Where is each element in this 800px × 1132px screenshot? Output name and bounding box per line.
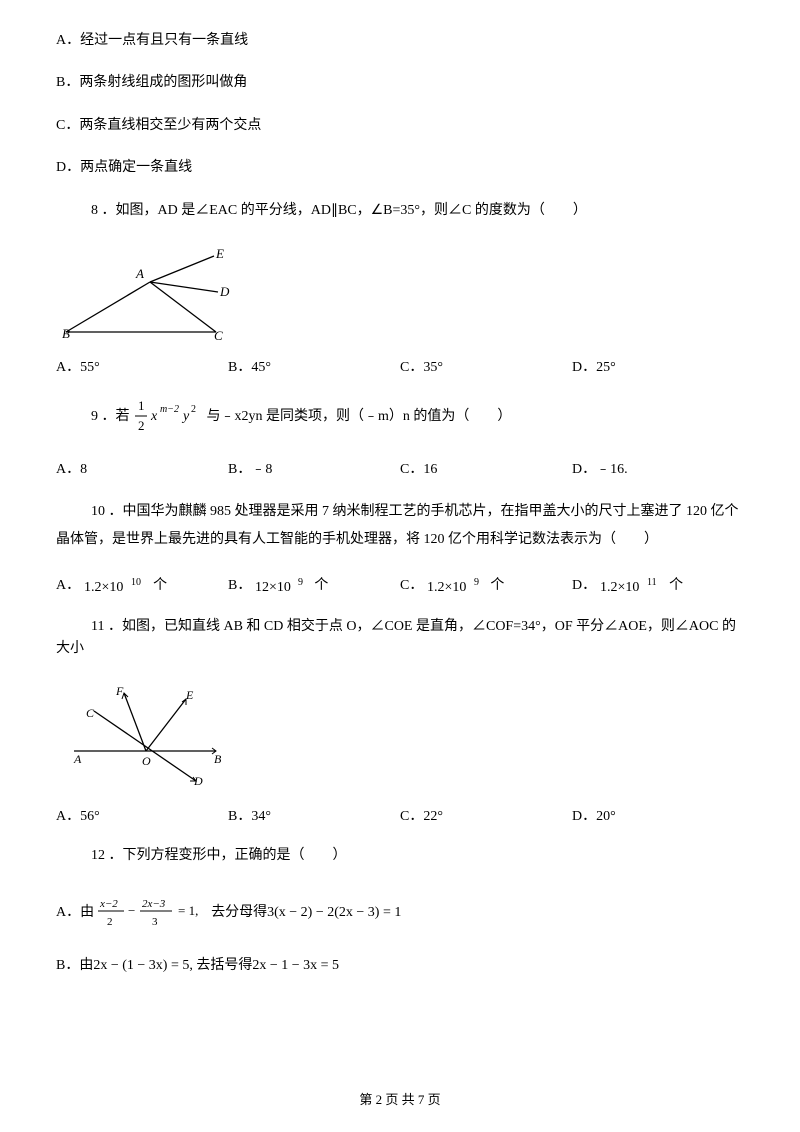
q10-d-val: 1.2×10 11 (600, 576, 666, 596)
svg-text:1.2×10: 1.2×10 (427, 580, 466, 595)
svg-text:11: 11 (647, 577, 657, 588)
svg-text:E: E (185, 688, 194, 702)
page-footer: 第 2 页 共 7 页 (0, 1089, 800, 1108)
q12a-mid: 去分母得 (211, 905, 267, 920)
svg-text:y: y (181, 409, 190, 424)
q12-opt-a: A．由 x−2 2 − 2x−3 3 = 1, 去分母得3(x − 2) − 2… (56, 895, 744, 931)
q10-opt-a: A． 1.2×1010 个 (56, 574, 228, 596)
q10-b-val: 12×10 9 (255, 576, 311, 596)
svg-text:9: 9 (474, 577, 479, 588)
svg-text:= 1,: = 1, (178, 903, 198, 918)
q8-figure: B C A D E (56, 242, 744, 342)
q12b-pre: B．由 (56, 958, 93, 973)
option-b: B．两条射线组成的图形叫做角 (56, 72, 744, 94)
q10-opt-d: D． 1.2×1011 个 (572, 574, 744, 596)
q8-opt-a: A．55° (56, 356, 228, 376)
q12b-eq1: 2x − (1 − 3x) = 5, (93, 958, 193, 973)
label-D: D (219, 284, 230, 299)
svg-text:B: B (214, 752, 222, 766)
q9-opt-b: B．﹣8 (228, 458, 400, 478)
q8-opt-b: B．45° (228, 356, 400, 376)
page-content: A．经过一点有且只有一条直线 B．两条射线组成的图形叫做角 C．两条直线相交至少… (0, 0, 800, 1047)
svg-text:D: D (193, 774, 203, 788)
q10-opt-c: C． 1.2×109 个 (400, 574, 572, 596)
q9-expr: 1 2 x m−2 y 2 (133, 396, 203, 438)
q12a-eq1: x−2 2 − 2x−3 3 = 1, (98, 895, 208, 931)
svg-text:A: A (73, 752, 82, 766)
svg-text:O: O (142, 754, 151, 768)
q12a-eq2: 3(x − 2) − 2(2x − 3) = 1 (267, 905, 401, 920)
svg-text:1.2×10: 1.2×10 (600, 580, 639, 595)
svg-text:C: C (86, 706, 95, 720)
svg-text:3: 3 (152, 916, 158, 928)
q8-opt-c: C．35° (400, 356, 572, 376)
q9-text: 9 ．若 1 2 x m−2 y 2 与﹣x2yn 是同类项，则（﹣m）n 的值… (56, 396, 744, 438)
svg-text:2x−3: 2x−3 (142, 898, 166, 910)
label-A: A (135, 266, 144, 281)
q11-opt-b: B．34° (228, 805, 400, 825)
option-d: D．两点确定一条直线 (56, 157, 744, 179)
q11-opt-a: A．56° (56, 805, 228, 825)
label-B: B (62, 326, 70, 341)
q9-options: A．8 B．﹣8 C．16 D．﹣16. (56, 458, 744, 478)
label-C: C (214, 328, 223, 342)
q12a-pre: A．由 (56, 905, 94, 920)
q8-opt-d: D．25° (572, 356, 744, 376)
q11-options: A．56° B．34° C．22° D．20° (56, 805, 744, 825)
q11-opt-c: C．22° (400, 805, 572, 825)
q8-options: A．55° B．45° C．35° D．25° (56, 356, 744, 376)
svg-text:F: F (115, 684, 124, 698)
q10-options: A． 1.2×1010 个 B． 12×109 个 C． 1.2×109 个 D… (56, 574, 744, 596)
svg-text:2: 2 (138, 418, 145, 433)
option-c: C．两条直线相交至少有两个交点 (56, 115, 744, 137)
svg-text:2: 2 (107, 916, 113, 928)
q12-text: 12 ．下列方程变形中，正确的是（ ） (56, 845, 744, 867)
label-E: E (215, 246, 224, 261)
q8-text: 8 ．如图，AD 是∠EAC 的平分线，AD∥BC，∠B=35°，则∠C 的度数… (56, 200, 744, 222)
q10-text: 10 ．中国华为麒麟 985 处理器是采用 7 纳米制程工艺的手机芯片，在指甲盖… (56, 498, 744, 554)
q12b-mid: 去括号得 (196, 958, 252, 973)
q9-opt-d: D．﹣16. (572, 458, 744, 478)
q12-opt-b: B．由2x − (1 − 3x) = 5, 去括号得2x − 1 − 3x = … (56, 955, 744, 977)
svg-text:−: − (128, 903, 135, 918)
svg-text:x: x (150, 409, 158, 424)
svg-text:2: 2 (191, 404, 196, 415)
q12b-eq2: 2x − 1 − 3x = 5 (252, 958, 339, 973)
q9-opt-a: A．8 (56, 458, 228, 478)
q9-pre: 9 ．若 (91, 409, 130, 424)
q11-figure: A B C D E F O (56, 681, 744, 791)
q10-c-val: 1.2×10 9 (427, 576, 487, 596)
svg-text:9: 9 (298, 577, 303, 588)
q11-opt-d: D．20° (572, 805, 744, 825)
svg-text:10: 10 (131, 577, 141, 588)
option-a: A．经过一点有且只有一条直线 (56, 30, 744, 52)
q10-opt-b: B． 12×109 个 (228, 574, 400, 596)
q11-text: 11 ．如图，已知直线 AB 和 CD 相交于点 O，∠COE 是直角，∠COF… (56, 616, 744, 661)
svg-text:1: 1 (138, 398, 145, 413)
svg-text:1.2×10: 1.2×10 (84, 580, 123, 595)
svg-text:12×10: 12×10 (255, 580, 291, 595)
svg-text:x−2: x−2 (99, 898, 118, 910)
svg-text:m−2: m−2 (160, 404, 179, 415)
q9-opt-c: C．16 (400, 458, 572, 478)
q10-a-val: 1.2×10 10 (84, 576, 150, 596)
q9-mid: 与﹣x2yn 是同类项，则（﹣m）n 的值为（ ） (207, 409, 512, 424)
